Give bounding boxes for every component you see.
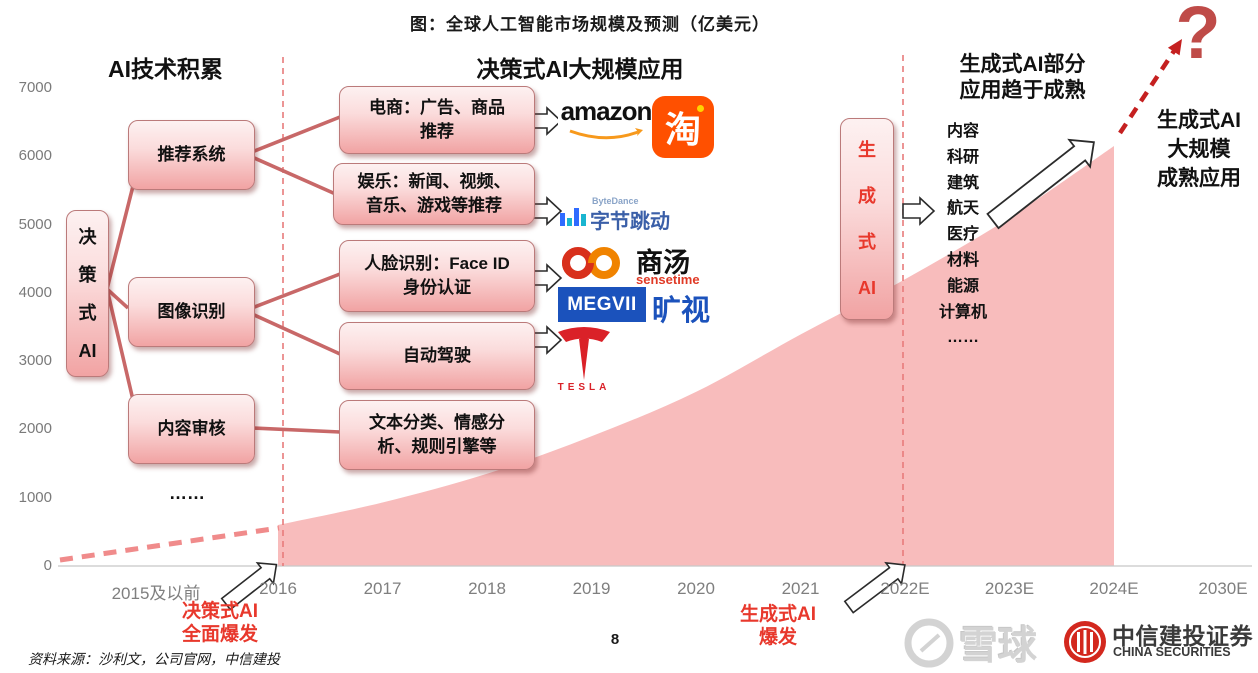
application-list-item: 计算机 xyxy=(938,303,987,321)
block-arrow-icon xyxy=(532,106,563,136)
page-number: 8 xyxy=(610,631,620,648)
annotation-decision-ai-burst: 决策式AI 全面爆发 xyxy=(181,601,258,645)
x-axis-tick-label: 2017 xyxy=(363,579,402,598)
application-list-item: 能源 xyxy=(946,277,979,295)
chart-title: 图：全球人工智能市场规模及预测（亿美元） xyxy=(410,15,770,34)
y-axis-tick-label: 4000 xyxy=(18,283,52,301)
block-arrow-icon xyxy=(220,562,278,611)
generative-ai-application-list: 内容科研建筑航天医疗材料能源计算机 …… xyxy=(918,119,1008,351)
box-text-classification: 文本分类、情感分 析、规则引擎等 xyxy=(339,400,535,470)
bytedance-logo: ByteDance 字节跳动 xyxy=(560,196,672,233)
taobao-dot-icon xyxy=(697,105,704,112)
y-axis-tick-label: 1000 xyxy=(18,488,52,506)
x-axis-tick-label: 2019 xyxy=(572,579,611,598)
box-ecommerce: 电商：广告、商品 推荐 xyxy=(339,86,535,154)
connector-line xyxy=(105,185,135,290)
box-recommendation-system: 推荐系统 xyxy=(128,120,255,190)
box-autonomous-driving: 自动驾驶 xyxy=(339,322,535,390)
ellipsis-left: …… xyxy=(169,483,205,503)
annotation-generative-ai-burst: 生成式AI 爆发 xyxy=(739,604,816,648)
x-axis-tick-label: 2020 xyxy=(677,579,715,598)
tesla-logo: TESLA xyxy=(552,324,616,396)
x-axis-tick-label: 2023E xyxy=(984,579,1035,598)
generative-ai-mature-label: 生成式AI 大规模 成熟应用 xyxy=(1157,109,1241,190)
red-dashed-arrow-line xyxy=(1118,46,1178,135)
connector-line xyxy=(251,115,341,154)
y-axis-tick-label: 0 xyxy=(43,557,52,574)
megvii-logo: MEGVII 旷视 xyxy=(558,287,718,327)
connector-line xyxy=(251,155,341,198)
x-axis-tick-label: 2022E xyxy=(880,579,930,598)
y-axis-tick-label: 2000 xyxy=(18,420,52,438)
box-entertainment: 娱乐：新闻、视频、 音乐、游戏等推荐 xyxy=(333,163,535,225)
red-dashed-arrow-head xyxy=(1167,39,1182,56)
box-image-recognition: 图像识别 xyxy=(128,277,255,347)
block-arrow-icon xyxy=(532,325,563,355)
block-arrow-icon xyxy=(532,196,563,226)
x-axis-tick-label: 2015及以前 xyxy=(111,584,201,603)
source-note: 资料来源：沙利文，公司官网，中信建投 xyxy=(28,653,280,668)
section-heading-generative-ai: 生成式AI部分 应用趋于成熟 xyxy=(915,52,1130,104)
connector-line xyxy=(251,272,341,310)
x-axis-tick-label: 2030E xyxy=(1198,579,1248,598)
section-heading-decision-ai: 决策式AI大规模应用 xyxy=(476,56,684,82)
connector-line xyxy=(105,287,130,310)
block-arrow-icon xyxy=(902,196,936,226)
application-list-item: 航天 xyxy=(946,200,979,218)
sensetime-infinity-icon xyxy=(562,247,620,279)
connector-line xyxy=(251,426,341,434)
y-axis-tick-label: 3000 xyxy=(18,352,52,370)
y-axis-tick-label: 7000 xyxy=(18,79,52,96)
box-decision-ai: 决策式 AI xyxy=(66,210,109,377)
area-fill xyxy=(278,146,1114,566)
application-list-item: 材料 xyxy=(946,251,979,269)
right-heading-line1: 生成式AI部分 xyxy=(959,53,1086,76)
y-axis-tick-label: 6000 xyxy=(18,147,52,165)
application-list-item: …… xyxy=(947,329,979,347)
x-axis-tick-label: 2016 xyxy=(259,579,297,598)
block-arrow-icon xyxy=(532,263,563,293)
snowball-icon xyxy=(904,618,954,668)
tesla-t-icon xyxy=(558,327,610,380)
box-content-review: 内容审核 xyxy=(128,394,255,464)
application-list-item: 内容 xyxy=(946,123,979,140)
right-heading-line2: 应用趋于成熟 xyxy=(959,79,1086,102)
amazon-smile-icon xyxy=(569,128,643,140)
china-securities-seal-icon xyxy=(1064,621,1106,663)
box-generative-ai: 生成式 AI xyxy=(840,118,894,320)
taobao-logo: 淘 xyxy=(652,96,714,158)
section-heading-ai-accumulation: AI技术积累 xyxy=(108,56,223,82)
x-axis-tick-label: 2021 xyxy=(781,579,820,598)
question-mark: ? xyxy=(1175,0,1221,74)
application-list-item: 医疗 xyxy=(946,226,979,244)
application-list-item: 建筑 xyxy=(946,174,979,192)
y-axis-tick-label: 5000 xyxy=(18,215,52,233)
pre-2016-trend-dash xyxy=(59,525,280,563)
connector-line xyxy=(105,288,135,401)
x-axis-tick-label: 2018 xyxy=(468,579,506,598)
bytedance-bars-icon xyxy=(560,208,586,226)
sensetime-logo: 商汤 sensetime xyxy=(558,243,708,289)
amazon-logo: amazon xyxy=(558,96,654,144)
x-axis-tick-label: 2024E xyxy=(1089,579,1139,598)
connector-line xyxy=(251,312,341,356)
box-face-recognition: 人脸识别：Face ID 身份认证 xyxy=(339,240,535,312)
snowball-watermark: 雪球 xyxy=(903,615,1078,670)
block-arrow-growth-icon xyxy=(986,138,1095,230)
application-list-item: 科研 xyxy=(946,148,979,166)
china-securities-logo: 中信建投证券 CHINA SECURITIES xyxy=(1063,618,1258,668)
block-arrow-icon xyxy=(843,561,906,614)
